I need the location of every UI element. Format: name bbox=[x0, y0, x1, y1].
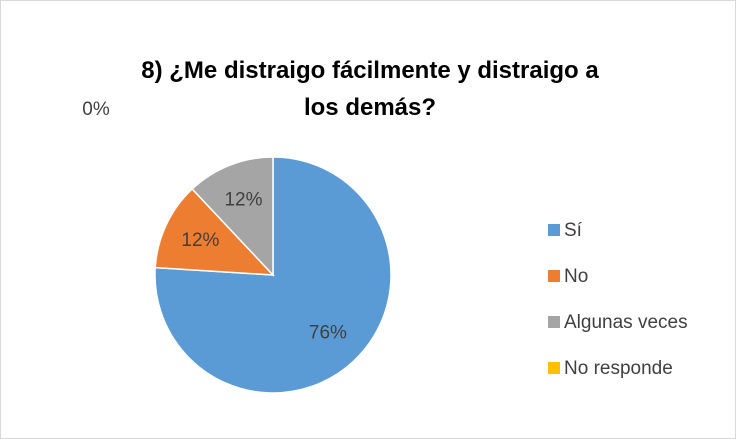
legend-label: No bbox=[564, 266, 588, 287]
chart-title: 8) ¿Me distraigo fácilmente y distraigo … bbox=[141, 57, 599, 121]
data-label: 0% bbox=[82, 99, 110, 120]
pie-slice bbox=[154, 187, 275, 276]
data-label: 12% bbox=[181, 230, 219, 251]
data-label: 12% bbox=[224, 189, 262, 210]
pie-slice bbox=[154, 156, 392, 394]
legend-label: No responde bbox=[564, 358, 673, 379]
legend-swatch bbox=[548, 270, 560, 282]
pie-slice bbox=[191, 156, 274, 277]
legend-swatch bbox=[548, 362, 560, 374]
legend-label: Algunas veces bbox=[564, 312, 688, 333]
legend-swatch bbox=[548, 224, 560, 236]
legend-swatch bbox=[548, 316, 560, 328]
data-label: 76% bbox=[309, 323, 347, 344]
legend-label: Sí bbox=[564, 220, 583, 241]
